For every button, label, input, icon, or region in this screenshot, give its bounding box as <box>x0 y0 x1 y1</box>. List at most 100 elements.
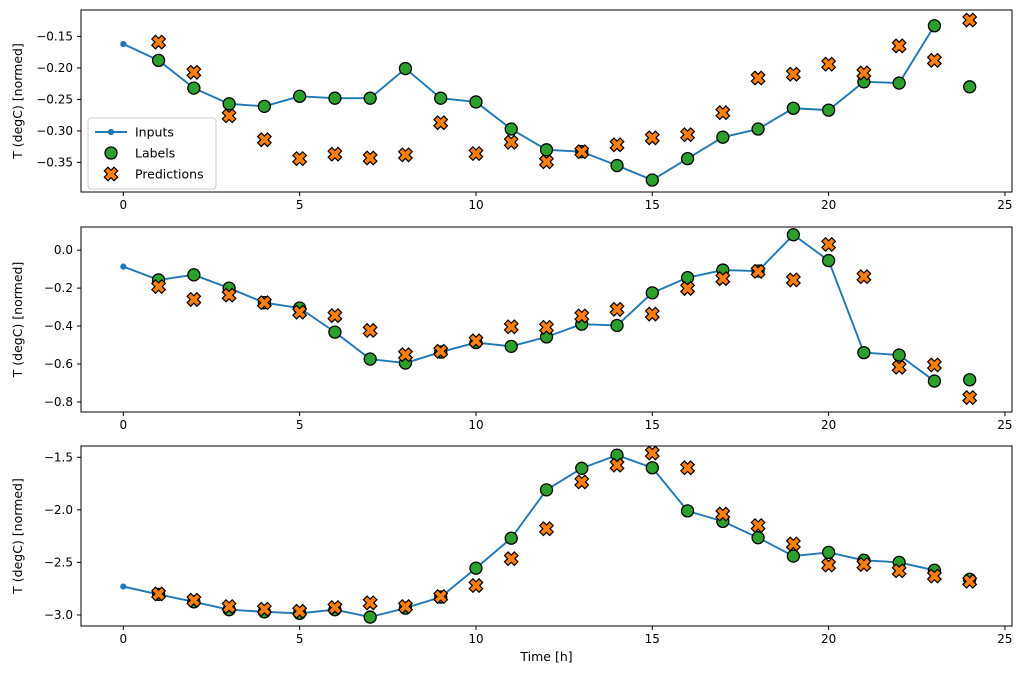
predictions-point-marker <box>891 563 907 579</box>
labels-point-marker <box>786 549 801 563</box>
y-axis-label: T (degC) [normed] <box>10 43 25 160</box>
y-tick-label: −0.4 <box>44 319 73 333</box>
predictions-point-marker <box>256 132 272 148</box>
labels-point-marker <box>363 610 377 624</box>
predictions-point-marker <box>433 343 449 359</box>
predictions-point-marker <box>715 506 731 522</box>
x-tick-label: 0 <box>119 418 127 432</box>
predictions-point-marker <box>574 474 590 490</box>
y-tick-label: −0.15 <box>36 29 73 43</box>
predictions-point-marker <box>644 445 660 461</box>
predictions-point-marker <box>327 308 343 324</box>
y-tick-label: −0.25 <box>36 92 73 106</box>
x-tick-label: 25 <box>997 418 1012 432</box>
predictions-point-marker <box>609 301 625 317</box>
predictions-point-marker <box>926 568 943 584</box>
predictions-point-marker <box>609 137 625 153</box>
predictions-point-marker <box>468 333 484 349</box>
predictions-point-marker <box>821 236 837 253</box>
predictions-point-marker <box>221 108 237 124</box>
labels-point-marker <box>398 61 413 76</box>
labels-point-marker <box>434 91 448 105</box>
labels-point-marker <box>857 345 871 360</box>
labels-point-marker <box>716 130 730 144</box>
x-tick-label: 15 <box>645 198 660 212</box>
legend-line-dot-icon <box>107 128 115 136</box>
labels-point-marker <box>187 268 201 282</box>
y-tick-label: −2.5 <box>44 555 73 569</box>
predictions-point-marker <box>150 34 167 50</box>
predictions-point-marker <box>962 389 978 406</box>
labels-point-marker <box>645 286 659 300</box>
labels-point-marker <box>257 99 272 114</box>
labels-point-marker <box>292 89 307 103</box>
labels-point-marker <box>751 531 765 545</box>
labels-point-marker <box>680 504 695 518</box>
predictions-point-marker <box>644 130 660 146</box>
predictions-point-marker <box>574 144 590 160</box>
x-tick-label: 25 <box>997 198 1012 212</box>
x-tick-label: 5 <box>296 418 304 432</box>
predictions-point-marker <box>891 359 907 375</box>
predictions-point-marker <box>221 598 237 615</box>
labels-point-marker <box>539 483 554 497</box>
legend-label: Predictions <box>135 167 204 182</box>
predictions-point-marker <box>292 304 308 320</box>
predictions-point-marker <box>856 269 872 285</box>
labels-point-marker <box>963 373 977 387</box>
x-axis-label: Time [h] <box>519 649 572 664</box>
predictions-point-marker <box>468 577 484 594</box>
labels-point-marker <box>363 352 377 366</box>
predictions-point-marker <box>715 271 731 287</box>
predictions-point-marker <box>150 278 167 295</box>
predictions-point-marker <box>679 460 696 476</box>
y-tick-label: −0.35 <box>36 155 73 169</box>
x-tick-label: 5 <box>296 198 304 212</box>
predictions-point-marker <box>397 147 414 163</box>
predictions-point-marker <box>679 280 696 297</box>
x-tick-label: 5 <box>296 632 304 646</box>
labels-point-marker <box>892 76 906 90</box>
y-tick-label: −0.20 <box>36 61 73 75</box>
predictions-point-marker <box>186 64 202 80</box>
predictions-point-marker <box>926 52 943 68</box>
x-tick-label: 10 <box>468 632 483 646</box>
x-tick-label: 15 <box>645 632 660 646</box>
predictions-point-marker <box>574 308 590 324</box>
labels-point-marker <box>680 271 695 285</box>
predictions-point-marker <box>750 517 766 534</box>
inputs-point-marker <box>120 263 127 270</box>
predictions-point-marker <box>221 287 237 303</box>
labels-point-marker <box>821 253 836 268</box>
labels-point-marker <box>645 173 659 187</box>
predictions-point-marker <box>785 272 801 288</box>
predictions-point-marker <box>926 357 943 373</box>
inputs-point-marker <box>120 40 127 48</box>
y-tick-label: 0.0 <box>54 243 73 257</box>
x-tick-label: 15 <box>645 418 660 432</box>
predictions-point-marker <box>362 595 378 611</box>
labels-point-marker <box>222 97 236 111</box>
predictions-point-marker <box>644 306 660 322</box>
labels-point-marker <box>786 101 801 115</box>
labels-point-marker <box>504 122 518 136</box>
predictions-point-marker <box>150 586 167 602</box>
labels-point-marker <box>680 151 695 166</box>
x-tick-label: 10 <box>468 418 483 432</box>
predictions-point-marker <box>785 536 801 552</box>
labels-point-marker <box>539 143 554 157</box>
x-tick-label: 0 <box>119 198 127 212</box>
y-axis-label: T (degC) [normed] <box>10 478 25 595</box>
predictions-point-marker <box>256 295 272 311</box>
y-tick-label: −0.30 <box>36 124 73 138</box>
predictions-point-marker <box>856 65 872 81</box>
labels-point-marker <box>963 80 977 94</box>
y-tick-label: −3.0 <box>44 608 73 622</box>
legend-label: Labels <box>135 146 175 161</box>
labels-point-marker <box>328 91 342 105</box>
labels-point-marker <box>187 81 201 95</box>
labels-point-marker <box>786 228 801 242</box>
predictions-point-marker <box>962 573 978 589</box>
